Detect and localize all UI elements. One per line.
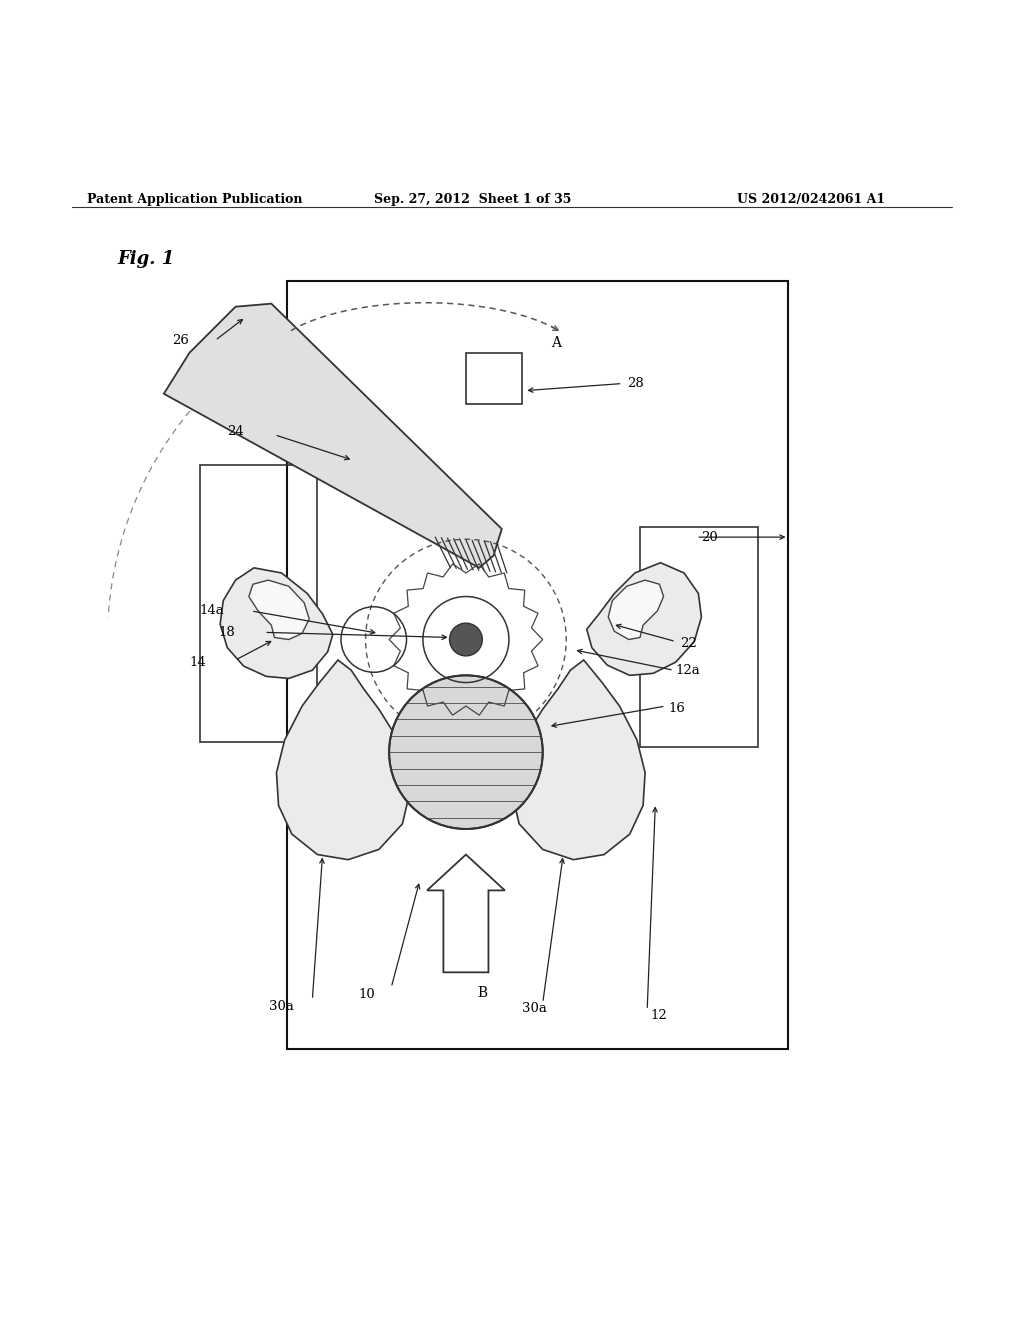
Polygon shape (587, 562, 701, 676)
Polygon shape (276, 660, 410, 859)
Text: 14a: 14a (200, 605, 224, 618)
Text: Patent Application Publication: Patent Application Publication (87, 193, 302, 206)
Polygon shape (164, 304, 502, 568)
Bar (466, 352, 522, 404)
Bar (640, 527, 758, 747)
Text: B: B (477, 986, 487, 999)
Polygon shape (427, 854, 505, 973)
Text: US 2012/0242061 A1: US 2012/0242061 A1 (737, 193, 886, 206)
Text: Sep. 27, 2012  Sheet 1 of 35: Sep. 27, 2012 Sheet 1 of 35 (374, 193, 571, 206)
Text: 28: 28 (627, 378, 643, 389)
Polygon shape (220, 568, 333, 678)
Text: 18: 18 (218, 626, 234, 639)
Text: 14: 14 (189, 656, 206, 668)
Text: 30a: 30a (269, 999, 294, 1012)
Polygon shape (512, 660, 645, 859)
Text: 24: 24 (227, 425, 244, 438)
Circle shape (450, 623, 482, 656)
Text: 12a: 12a (676, 664, 700, 677)
Text: 16: 16 (669, 702, 685, 714)
Polygon shape (249, 579, 309, 639)
Bar (287, 281, 788, 1049)
Text: Fig. 1: Fig. 1 (118, 251, 175, 268)
Text: 30a: 30a (522, 1002, 547, 1015)
Polygon shape (608, 579, 664, 639)
Circle shape (389, 676, 543, 829)
Text: 26: 26 (172, 334, 188, 347)
Text: 20: 20 (701, 531, 718, 544)
Bar (200, 466, 317, 742)
Text: 22: 22 (680, 638, 696, 651)
Text: 12: 12 (650, 1008, 667, 1022)
Text: 10: 10 (358, 989, 375, 1002)
Text: A: A (551, 335, 561, 350)
